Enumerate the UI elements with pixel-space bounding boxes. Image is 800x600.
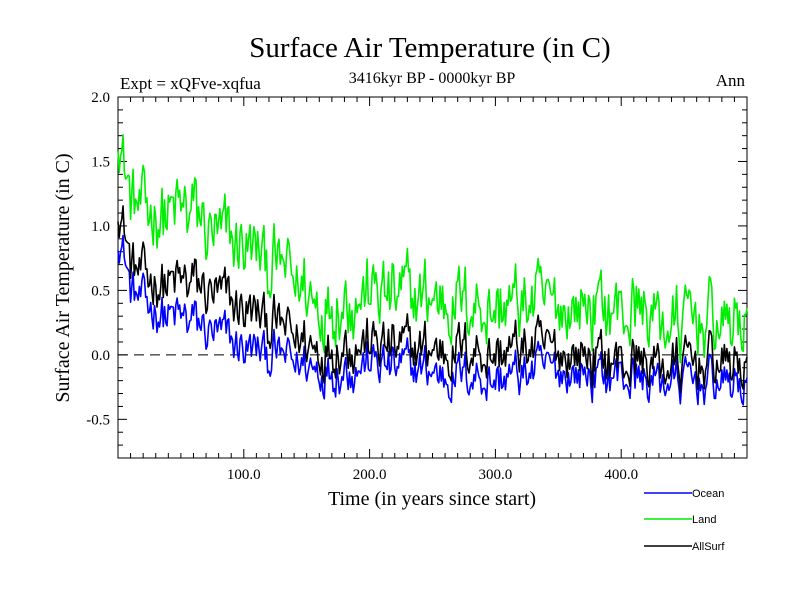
series-line-ocean [117, 234, 748, 406]
x-tick-label: 300.0 [479, 467, 513, 483]
y-tick-label: 2.0 [91, 90, 110, 106]
legend: Ocean Land AllSurf [644, 488, 725, 553]
axis-ticks: -0.5 0.0 0.5 1.0 1.5 2.0 100.0 200.0 300.0 400.0 [86, 90, 747, 483]
x-tick-label: 200.0 [353, 467, 387, 483]
y-tick-label: 0.0 [91, 348, 110, 364]
y-axis-label: Surface Air Temperature (in C) [52, 153, 74, 402]
plot-frame [117, 96, 748, 459]
experiment-label: Expt = xQFve-xqfua [120, 74, 261, 93]
legend-label-land: Land [692, 514, 716, 526]
chart-subtitle: 3416kyr BP - 0000kyr BP [349, 70, 516, 87]
y-tick-label: 1.0 [91, 219, 110, 235]
legend-label-ocean: Ocean [692, 488, 724, 500]
x-axis-label: Time (in years since start) [328, 488, 536, 510]
legend-label-allsurf: AllSurf [692, 541, 725, 553]
chart-title: Surface Air Temperature (in C) [249, 32, 610, 64]
y-tick-label: -0.5 [86, 412, 110, 428]
series-line-land [117, 134, 748, 364]
series-line-allsurf [117, 205, 748, 394]
y-tick-label: 1.5 [91, 154, 110, 170]
series-layer [117, 134, 748, 406]
x-tick-label: 400.0 [604, 467, 638, 483]
season-label: Ann [716, 71, 746, 90]
y-tick-label: 0.5 [91, 283, 110, 299]
x-tick-label: 100.0 [227, 467, 261, 483]
